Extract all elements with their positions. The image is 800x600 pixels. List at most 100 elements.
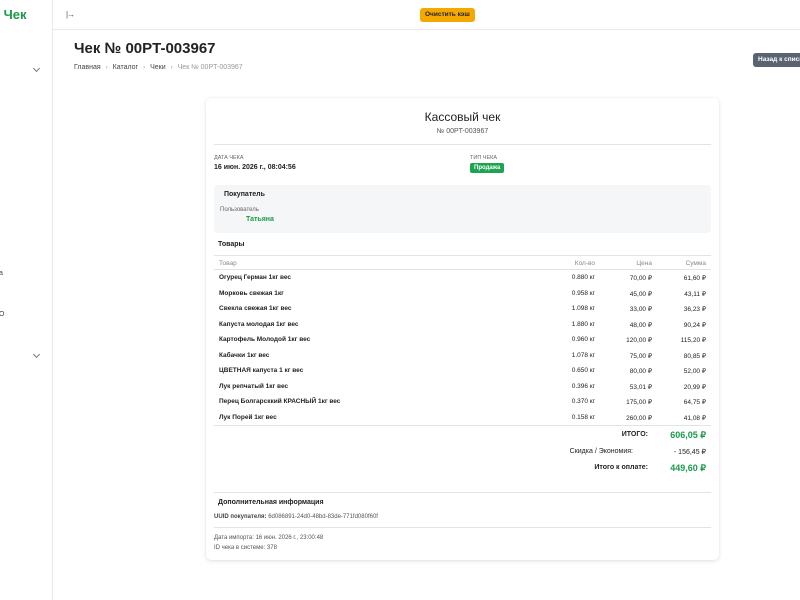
row-price: 175,00 ₽ — [626, 399, 652, 406]
row-price: 260,00 ₽ — [626, 414, 652, 422]
extra-info-title: Дополнительная информация — [218, 499, 324, 506]
table-header: Товар Кол-во Цена Сумма — [214, 255, 711, 270]
chevron-down-icon[interactable] — [34, 352, 42, 360]
buyer-section: Покупатель Пользователь Татьяна — [214, 185, 711, 233]
page-title: Чек № 00PT-003967 — [74, 40, 216, 57]
row-name: Лук репчатый 1кг вес — [219, 382, 289, 390]
clear-cache-button[interactable]: Очистить кэш — [420, 8, 475, 22]
system-id: ID чека в системе: 378 — [214, 545, 277, 551]
row-qty: 1.880 кг — [571, 320, 595, 328]
table-row: Кабачки 1кг вес 1.078 кг 75,00 ₽ 80,85 ₽ — [214, 348, 711, 364]
table-row: Лук Порей 1кг вес 0.158 кг 260,00 ₽ 41,0… — [214, 410, 711, 426]
buyer-user-label: Пользователь — [220, 207, 259, 213]
breadcrumb: Главная › Каталог › Чеки › Чек № 00PT-00… — [74, 64, 243, 71]
total-label: ИТОГО: — [621, 431, 648, 438]
receipt-number: № 00PT-003967 — [436, 128, 489, 135]
discount-value: - 156,45 ₽ — [673, 449, 706, 456]
row-qty: 0.158 кг — [571, 413, 595, 421]
breadcrumb-separator-icon: › — [170, 64, 173, 71]
header-price: Цена — [636, 260, 652, 267]
row-sum: 36,23 ₽ — [683, 306, 706, 313]
row-sum: 80,85 ₽ — [683, 352, 706, 360]
to-pay-label: Итого к оплате: — [594, 464, 648, 471]
row-name: Морковь свежая 1кг — [219, 289, 284, 297]
buyer-user-name[interactable]: Татьяна — [246, 216, 274, 223]
header-qty: Кол-во — [574, 260, 595, 267]
row-sum: 64,75 ₽ — [683, 399, 706, 406]
top-bar: |→ Очистить кэш — [53, 0, 800, 30]
discount-label: Скидка / Экономия: — [569, 448, 633, 455]
row-price: 70,00 ₽ — [629, 275, 652, 282]
breadcrumb-current: Чек № 00PT-003967 — [177, 64, 243, 71]
table-row: Капуста молодая 1кг вес 1.880 кг 48,00 ₽… — [214, 317, 711, 333]
buyer-title: Покупатель — [224, 191, 265, 198]
breadcrumb-separator-icon: › — [105, 64, 108, 71]
row-name: Огурец Герман 1кг вес — [219, 274, 292, 281]
breadcrumb-separator-icon: › — [143, 64, 146, 71]
uuid-value: 6d086891-24d0-48bd-83de-771fd080f60f — [268, 514, 378, 520]
receipt-type-label: ТИП ЧЕКА — [470, 155, 498, 161]
row-qty: 1.078 кг — [571, 351, 595, 359]
row-name: Лук Порей 1кг вес — [219, 413, 277, 421]
row-price: 53,01 ₽ — [629, 383, 652, 391]
row-qty: 0.396 кг — [571, 382, 595, 390]
table-row: Морковь свежая 1кг 0.958 кг 45,00 ₽ 43,1… — [214, 286, 711, 302]
row-sum: 20,99 ₽ — [683, 383, 706, 391]
sidebar: й Чек а О — [0, 0, 53, 600]
chevron-down-icon[interactable] — [34, 66, 42, 74]
divider — [214, 492, 711, 493]
import-date: Дата импорта: 16 июн. 2026 г., 23:00:48 — [214, 535, 324, 541]
row-qty: 0.880 кг — [571, 274, 595, 281]
table-row: Свекла свежая 1кг вес 1.098 кг 33,00 ₽ 3… — [214, 301, 711, 317]
receipt-title: Кассовый чек — [424, 110, 501, 124]
row-sum: 52,00 ₽ — [683, 368, 706, 375]
row-qty: 0.958 кг — [571, 289, 595, 297]
row-qty: 0.650 кг — [571, 367, 595, 374]
breadcrumb-receipts[interactable]: Чеки — [150, 64, 166, 71]
row-qty: 0.960 кг — [571, 336, 595, 343]
breadcrumb-home[interactable]: Главная — [74, 64, 101, 71]
sidebar-item-label[interactable]: а — [0, 270, 3, 277]
to-pay-value: 449,60 ₽ — [670, 463, 706, 473]
header-sum: Сумма — [685, 260, 706, 267]
total-value: 606,05 ₽ — [670, 430, 706, 440]
row-name: ЦВЕТНАЯ капуста 1 кг вес — [219, 367, 304, 374]
receipt-type-badge: Продажа — [470, 163, 505, 173]
row-sum: 90,24 ₽ — [683, 321, 706, 329]
row-price: 120,00 ₽ — [626, 337, 652, 344]
row-price: 33,00 ₽ — [629, 306, 652, 313]
divider — [214, 527, 711, 528]
row-sum: 61,60 ₽ — [683, 275, 706, 282]
table-row: Перец Болгарсккий КРАСНЫЙ 1кг вес 0.370 … — [214, 394, 711, 410]
table-row: Огурец Герман 1кг вес 0.880 кг 70,00 ₽ 6… — [214, 270, 711, 286]
row-price: 48,00 ₽ — [629, 321, 652, 329]
row-sum: 115,20 ₽ — [680, 337, 706, 344]
row-name: Капуста молодая 1кг вес — [219, 320, 299, 328]
row-name: Свекла свежая 1кг вес — [219, 305, 292, 312]
buyer-uuid: UUID покупателя: 6d086891-24d0-48bd-83de… — [214, 514, 378, 520]
divider — [214, 144, 711, 145]
divider — [214, 425, 711, 426]
app-brand[interactable]: й Чек — [0, 7, 27, 22]
row-price: 80,00 ₽ — [629, 368, 652, 375]
receipt-date-value: 16 июн. 2026 г., 08:04:56 — [214, 164, 296, 171]
row-name: Кабачки 1кг вес — [219, 351, 270, 359]
row-name: Перец Болгарсккий КРАСНЫЙ 1кг вес — [219, 398, 341, 405]
row-price: 45,00 ₽ — [629, 290, 652, 298]
table-row: Картофель Молодой 1кг вес 0.960 кг 120,0… — [214, 332, 711, 348]
row-sum: 43,11 ₽ — [684, 290, 706, 298]
row-name: Картофель Молодой 1кг вес — [219, 336, 311, 343]
row-qty: 0.370 кг — [571, 398, 595, 405]
breadcrumb-catalog[interactable]: Каталог — [112, 64, 139, 71]
goods-table: Товар Кол-во Цена Сумма Огурец Герман 1к… — [214, 255, 711, 425]
back-to-list-button[interactable]: Назад к списку — [753, 53, 800, 67]
sidebar-item-label[interactable]: О — [0, 311, 4, 318]
row-price: 75,00 ₽ — [629, 352, 652, 360]
goods-title: Товары — [218, 241, 245, 248]
uuid-label: UUID покупателя: — [214, 514, 267, 520]
table-row: ЦВЕТНАЯ капуста 1 кг вес 0.650 кг 80,00 … — [214, 363, 711, 379]
row-sum: 41,08 ₽ — [683, 414, 706, 422]
receipt-date-label: ДАТА ЧЕКА — [214, 155, 244, 161]
header-name: Товар — [219, 260, 237, 267]
collapse-sidebar-icon[interactable]: |→ — [66, 10, 75, 19]
